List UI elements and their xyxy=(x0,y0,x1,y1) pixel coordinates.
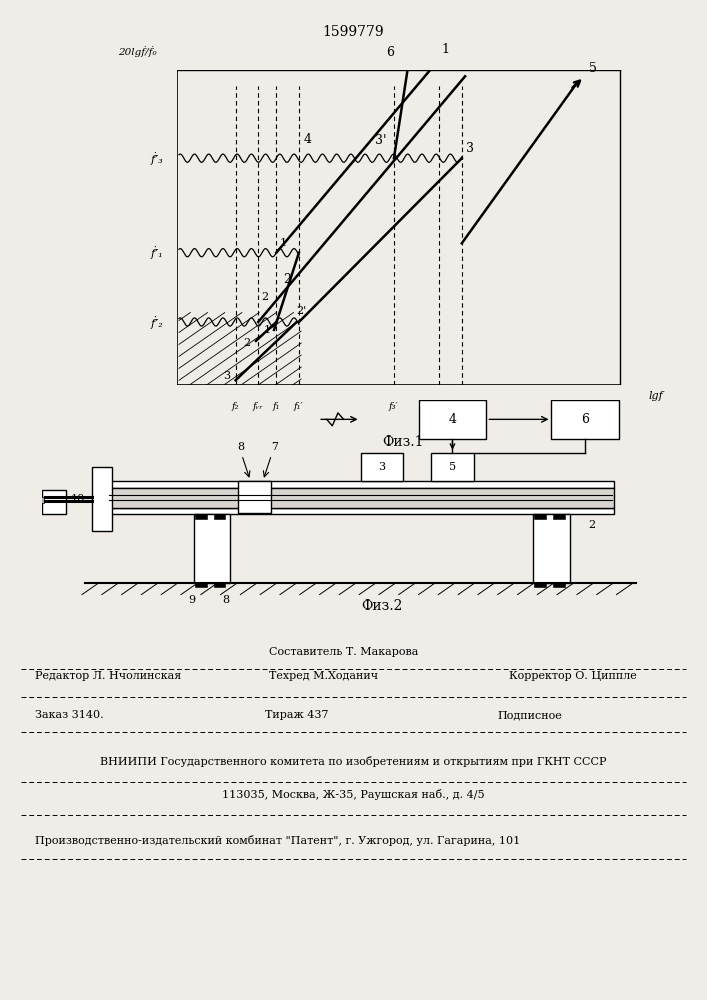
Text: Составитель Т. Макарова: Составитель Т. Макарова xyxy=(269,647,418,657)
Text: 1: 1 xyxy=(264,325,271,335)
Text: fᵥᵣ: fᵥᵣ xyxy=(253,402,264,411)
Text: 5: 5 xyxy=(449,462,456,472)
Text: Тираж 437: Тираж 437 xyxy=(265,710,329,720)
Text: lgf: lgf xyxy=(649,391,664,401)
Text: 2: 2 xyxy=(283,273,291,286)
Text: f₃: f₃ xyxy=(458,402,466,411)
Bar xyxy=(214,514,226,519)
Text: f₁: f₁ xyxy=(272,402,280,411)
Text: 20lgḟ/ḟ₀: 20lgḟ/ḟ₀ xyxy=(118,46,156,57)
Text: 7: 7 xyxy=(271,442,278,452)
Bar xyxy=(361,453,403,481)
Text: 3: 3 xyxy=(467,142,474,155)
Text: Физ.1: Физ.1 xyxy=(382,435,423,449)
Text: 4: 4 xyxy=(303,133,312,146)
Text: 8: 8 xyxy=(237,442,244,452)
Text: 1599779: 1599779 xyxy=(322,25,385,39)
Text: f₃′: f₃′ xyxy=(389,402,399,411)
Bar xyxy=(195,514,207,519)
Bar xyxy=(42,490,66,514)
Bar xyxy=(551,400,619,439)
Bar xyxy=(534,582,547,587)
Text: 6: 6 xyxy=(581,413,590,426)
Text: 1: 1 xyxy=(441,43,450,56)
Text: 8: 8 xyxy=(223,595,230,605)
Text: Производственно-издательский комбинат "Патент", г. Ужгород, ул. Гагарина, 101: Производственно-издательский комбинат "П… xyxy=(35,835,520,846)
Bar xyxy=(431,453,474,481)
Text: 3: 3 xyxy=(378,462,385,472)
Bar xyxy=(92,467,112,531)
Bar xyxy=(553,582,565,587)
Text: 1: 1 xyxy=(280,238,287,248)
Text: Подписное: Подписное xyxy=(498,710,563,720)
Text: Корректор О. Циппле: Корректор О. Циппле xyxy=(509,671,637,681)
Text: Редактор Л. Нчолинская: Редактор Л. Нчолинская xyxy=(35,671,182,681)
Bar xyxy=(238,481,271,513)
Text: Физ.2: Физ.2 xyxy=(361,599,402,613)
Text: f₁′: f₁′ xyxy=(294,402,304,411)
Text: ВНИИПИ Государственного комитета по изобретениям и открытиям при ГКНТ СССР: ВНИИПИ Государственного комитета по изоб… xyxy=(100,756,607,767)
Text: f₂: f₂ xyxy=(232,402,240,411)
Text: ḟ″₃: ḟ″₃ xyxy=(151,152,163,165)
Text: Заказ 3140.: Заказ 3140. xyxy=(35,710,104,720)
Bar xyxy=(214,582,226,587)
Text: 5: 5 xyxy=(588,62,597,75)
Text: 2: 2 xyxy=(588,520,595,530)
Text: Техред М.Ходанич: Техред М.Ходанич xyxy=(269,671,378,681)
Bar xyxy=(553,514,565,519)
Text: 4: 4 xyxy=(448,413,457,426)
Text: ḟ″₁: ḟ″₁ xyxy=(151,246,163,259)
Bar xyxy=(107,481,614,488)
Text: 2': 2' xyxy=(297,306,307,316)
Text: 9: 9 xyxy=(189,595,196,605)
Bar xyxy=(35,497,44,503)
Bar xyxy=(419,400,486,439)
Bar xyxy=(194,514,230,583)
Text: 6: 6 xyxy=(386,46,394,59)
Text: 2: 2 xyxy=(243,338,250,348)
Bar xyxy=(534,514,547,519)
Text: 10: 10 xyxy=(71,494,85,504)
Text: 2: 2 xyxy=(261,292,268,302)
Bar xyxy=(533,514,570,583)
Bar xyxy=(107,508,614,514)
Bar xyxy=(107,488,614,508)
Text: f₂ᵣ: f₂ᵣ xyxy=(434,402,445,411)
Bar xyxy=(195,582,207,587)
Text: 113035, Москва, Ж-35, Раушская наб., д. 4/5: 113035, Москва, Ж-35, Раушская наб., д. … xyxy=(222,789,485,800)
Text: ḟ″₂: ḟ″₂ xyxy=(151,315,163,329)
Text: 3': 3' xyxy=(375,134,386,147)
Text: 3: 3 xyxy=(223,371,230,381)
